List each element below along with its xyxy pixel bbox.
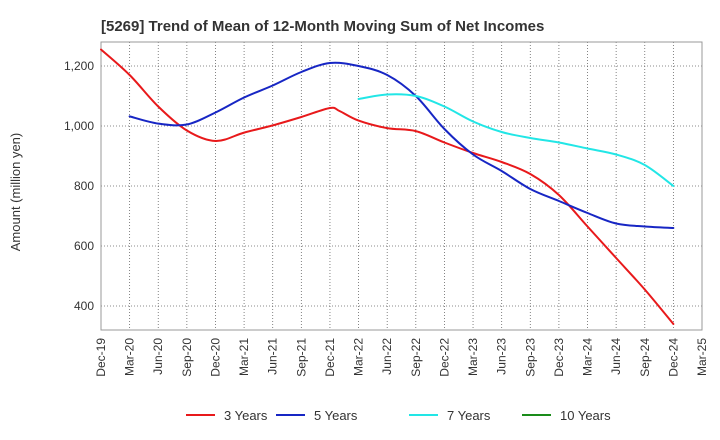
x-tick-label: Dec-23 [552,338,566,377]
plot-area-frame [100,41,703,331]
x-tick-label: Jun-22 [380,338,394,375]
legend: 3 Years 5 Years 7 Years 10 Years [186,408,611,423]
x-tick-label: Sep-23 [523,338,537,377]
legend-label: 7 Years [447,408,491,423]
x-tick-label: Mar-22 [352,338,366,376]
y-tick-label: 1,200 [64,59,94,73]
legend-label: 3 Years [224,408,268,423]
x-tick-label: Dec-24 [666,338,680,377]
x-tick-label: Mar-23 [466,338,480,376]
x-tick-label: Dec-21 [323,338,337,377]
legend-label: 5 Years [314,408,358,423]
y-tick-label: 600 [74,239,94,253]
x-tick-label: Dec-20 [208,338,222,377]
x-tick-label: Sep-21 [294,338,308,377]
y-tick-label: 1,000 [64,119,94,133]
x-tick-label: Mar-24 [581,338,595,376]
series-line [100,48,675,325]
series-lines [100,48,675,325]
series-line [128,61,675,229]
y-axis-label: Amount (million yen) [8,133,23,252]
x-tick-label: Jun-23 [495,338,509,375]
x-tick-label: Jun-20 [151,338,165,375]
axes: Dec-19 Mar-20 Jun-20 Sep-20 Dec-20 Mar-21 Jun-… [64,41,709,377]
y-tick-label: 400 [74,299,94,313]
x-tick-label: Sep-22 [409,338,423,377]
chart-title: [5269] Trend of Mean of 12-Month Moving … [101,18,544,35]
series-line [357,93,675,187]
x-tick-label: Mar-25 [695,338,709,376]
legend-label: 10 Years [560,408,611,423]
grid [101,42,702,330]
x-tick-label: Sep-24 [638,338,652,377]
x-tick-label: Dec-22 [437,338,451,377]
x-tick-label: Mar-20 [123,338,137,376]
x-tick-label: Mar-21 [237,338,251,376]
x-tick-label: Sep-20 [180,338,194,377]
y-tick-label: 800 [74,179,94,193]
x-tick-label: Jun-24 [609,338,623,375]
x-tick-label: Dec-19 [94,338,108,377]
x-tick-label: Jun-21 [266,338,280,375]
